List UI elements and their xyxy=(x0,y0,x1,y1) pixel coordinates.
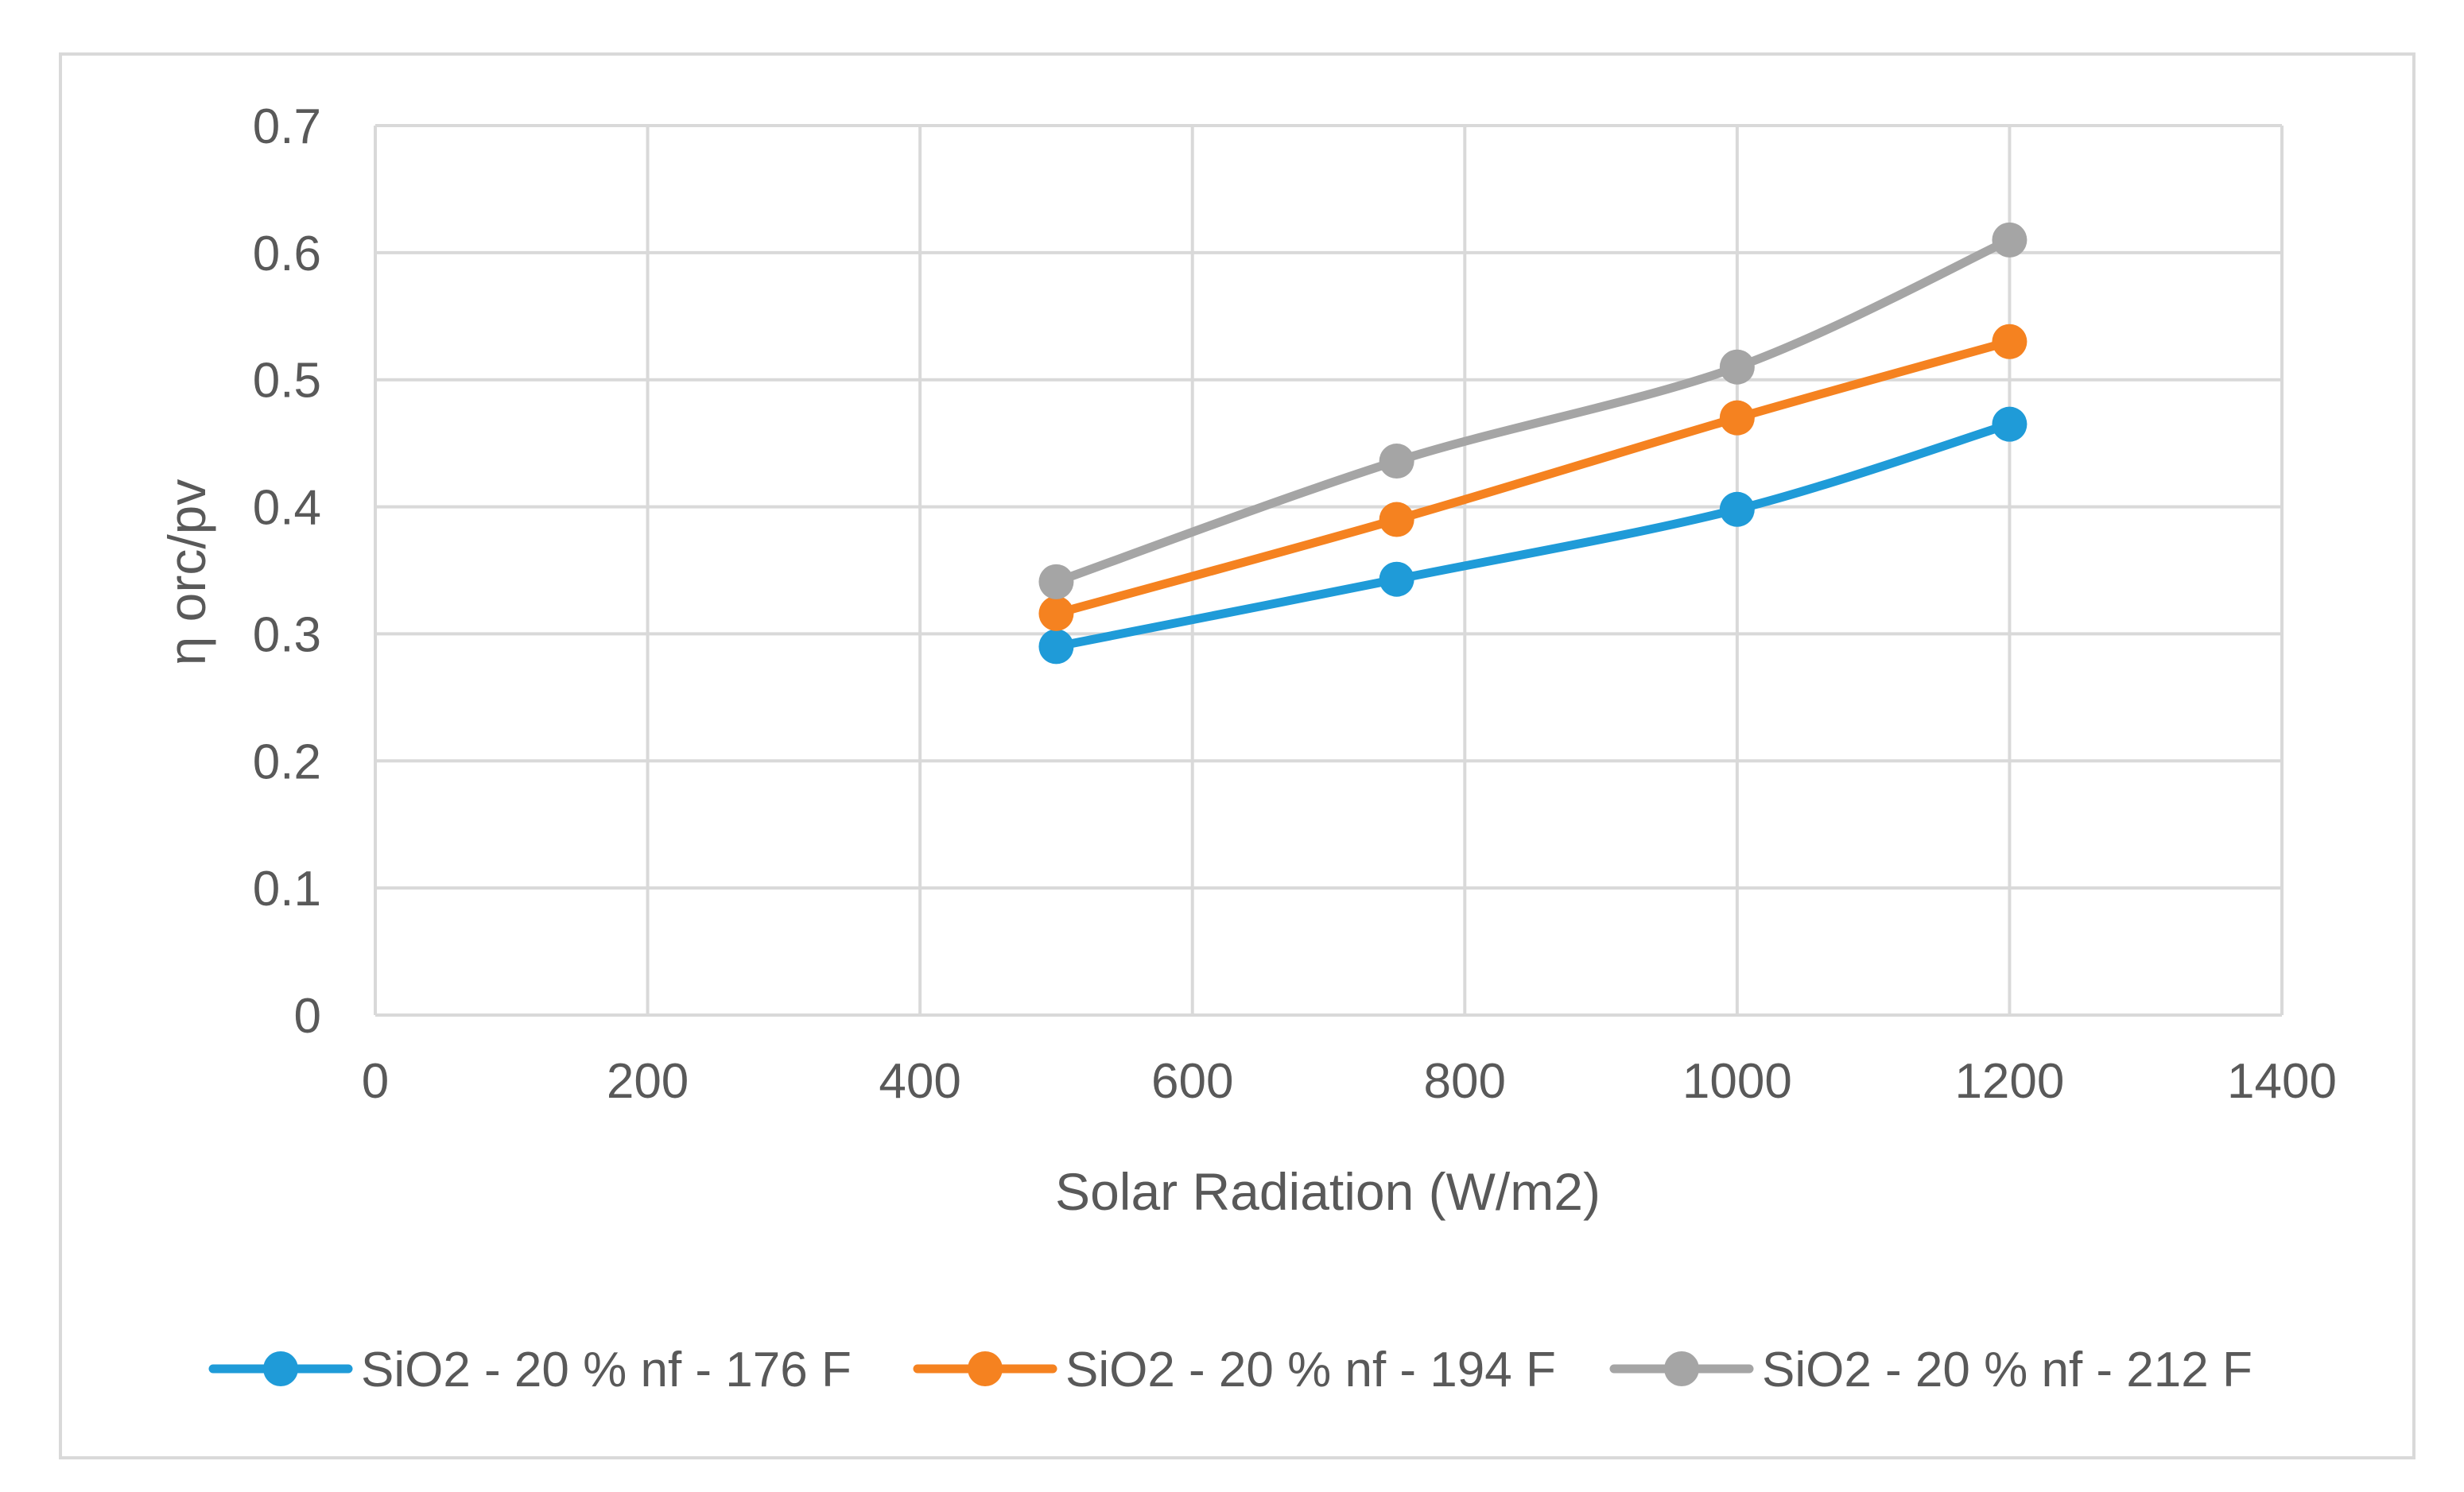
data-point xyxy=(1379,502,1414,537)
y-tick-label: 0.2 xyxy=(253,734,321,789)
series-line xyxy=(1051,337,2014,618)
axis-layer: 0 0.1 0.2 0.3 0.4 0.5 0.6 0.7 0 200 400 600 800 1000 1… xyxy=(253,99,2337,1109)
data-point xyxy=(1379,444,1414,479)
x-tick-label: 1200 xyxy=(1954,1054,2064,1109)
legend: SiO2 - 20 % nf - 176 F SiO2 - 20 % nf - 1… xyxy=(208,1343,2253,1397)
grid-layer xyxy=(374,124,2284,1017)
y-axis-title: η orc/pv xyxy=(157,479,216,666)
legend-item: SiO2 - 20 % nf - 176 F xyxy=(208,1343,852,1397)
series-2 xyxy=(1038,324,2027,631)
y-tick-label: 0.7 xyxy=(253,99,321,154)
legend-label: SiO2 - 20 % nf - 212 F xyxy=(1762,1343,2253,1397)
x-tick-label: 1000 xyxy=(1682,1054,1792,1109)
y-tick-label: 0.6 xyxy=(253,227,321,281)
legend-label: SiO2 - 20 % nf - 176 F xyxy=(361,1343,852,1397)
y-tick-label: 0.3 xyxy=(253,607,321,662)
x-tick-label: 600 xyxy=(1151,1054,1233,1109)
series-1 xyxy=(1038,406,2027,665)
data-point xyxy=(1719,400,1755,436)
data-point xyxy=(1719,349,1755,385)
y-tick-label: 0.5 xyxy=(253,354,321,409)
legend-marker xyxy=(263,1351,298,1386)
data-point xyxy=(1719,491,1755,527)
data-point xyxy=(1038,595,1074,631)
chart-frame xyxy=(59,52,2415,1459)
x-tick-label: 1400 xyxy=(2227,1054,2337,1109)
legend-label: SiO2 - 20 % nf - 194 F xyxy=(1065,1343,1556,1397)
series-line xyxy=(1051,235,2014,587)
data-point xyxy=(1038,629,1074,665)
y-tick-label: 0.1 xyxy=(253,862,321,917)
x-tick-label: 800 xyxy=(1424,1054,1506,1109)
legend-item: SiO2 - 20 % nf - 194 F xyxy=(913,1343,1556,1397)
x-axis-title: Solar Radiation (W/m2) xyxy=(1055,1162,1601,1221)
x-tick-label: 0 xyxy=(362,1054,389,1109)
data-point xyxy=(1038,564,1074,599)
data-point xyxy=(1992,222,2027,258)
legend-marker xyxy=(1664,1351,1699,1386)
legend-marker xyxy=(968,1351,1003,1386)
series-layer xyxy=(1038,222,2027,665)
data-point xyxy=(1379,561,1414,597)
data-point xyxy=(1992,324,2027,359)
x-tick-label: 200 xyxy=(607,1054,689,1109)
x-tick-label: 400 xyxy=(879,1054,960,1109)
legend-item: SiO2 - 20 % nf - 212 F xyxy=(1609,1343,2253,1397)
series-line xyxy=(1051,420,2014,651)
y-tick-label: 0 xyxy=(294,989,321,1044)
y-tick-label: 0.4 xyxy=(253,481,321,536)
data-point xyxy=(1992,406,2027,442)
series-3 xyxy=(1038,222,2027,599)
